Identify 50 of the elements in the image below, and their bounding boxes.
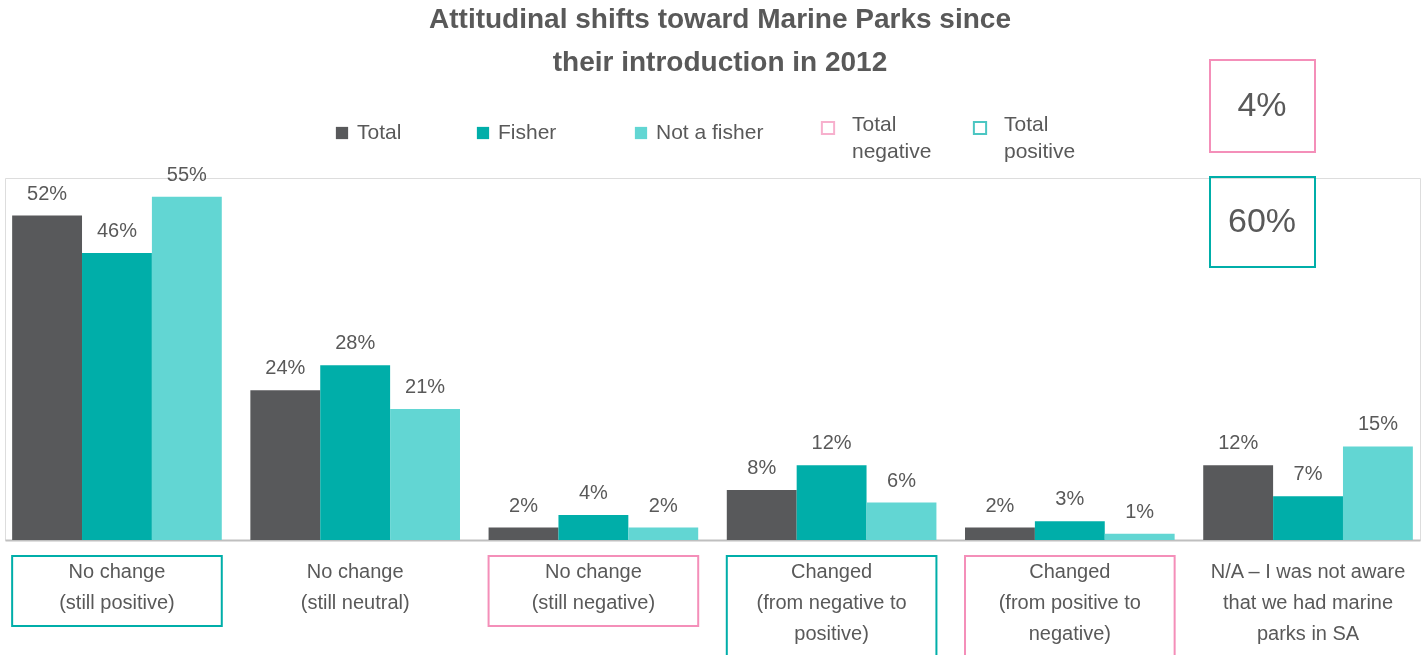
data-label: 2% (509, 493, 539, 516)
data-label: 3% (1055, 487, 1085, 510)
bar (1273, 496, 1343, 540)
bar (965, 527, 1035, 540)
bar (250, 390, 321, 540)
x-tick-label: Changed (from positive to negative) (998, 560, 1141, 644)
data-label: 52% (27, 181, 68, 204)
data-label: 24% (265, 356, 306, 379)
chart-title: Attitudinal shifts toward Marine Parks since their introduction in 2012 (429, 3, 1011, 77)
data-label: 4% (578, 481, 609, 504)
x-tick-label: Changed (from negative to positive) (756, 560, 907, 644)
legend-label: Total (357, 120, 402, 143)
bar (12, 215, 83, 540)
bar (1104, 533, 1175, 540)
bar (796, 465, 867, 540)
data-label: 46% (96, 219, 138, 242)
legend-label: Not a fisher (656, 120, 764, 143)
data-label: 12% (811, 431, 852, 454)
data-label: 1% (1125, 499, 1155, 522)
x-tick-label: No change (still positive) (59, 560, 175, 613)
bar (488, 527, 559, 540)
x-tick-label: No change (still negative) (531, 560, 656, 613)
bar (82, 253, 152, 540)
data-label: 8% (747, 456, 777, 479)
text: Total positive (1004, 112, 1076, 162)
legend-label: Fisher (498, 120, 557, 143)
data-label: 12% (1218, 431, 1259, 454)
data-label: 7% (1293, 462, 1323, 485)
bar (558, 515, 629, 540)
data-label: 28% (335, 331, 376, 354)
bar (1034, 521, 1105, 540)
x-tick-label: No change (still neutral) (300, 560, 410, 613)
data-label: 55% (166, 162, 208, 185)
bar (390, 408, 460, 540)
data-label: 2% (985, 493, 1015, 516)
x-tick-label: N/A – I was not aware that we had marine parks in SA (1210, 560, 1406, 644)
text: 4% (1237, 85, 1287, 123)
data-label: 6% (887, 468, 917, 491)
data-label: 21% (405, 374, 446, 397)
bar (628, 527, 699, 540)
annotation: 60% (1227, 201, 1297, 239)
bar (866, 502, 937, 540)
bar (320, 365, 391, 540)
text: Total negative (852, 112, 932, 162)
bar (1342, 446, 1413, 540)
bar (1203, 465, 1274, 540)
bar (151, 196, 222, 540)
data-label: 15% (1357, 412, 1399, 435)
data-label: 2% (648, 493, 678, 516)
bar (726, 490, 797, 540)
